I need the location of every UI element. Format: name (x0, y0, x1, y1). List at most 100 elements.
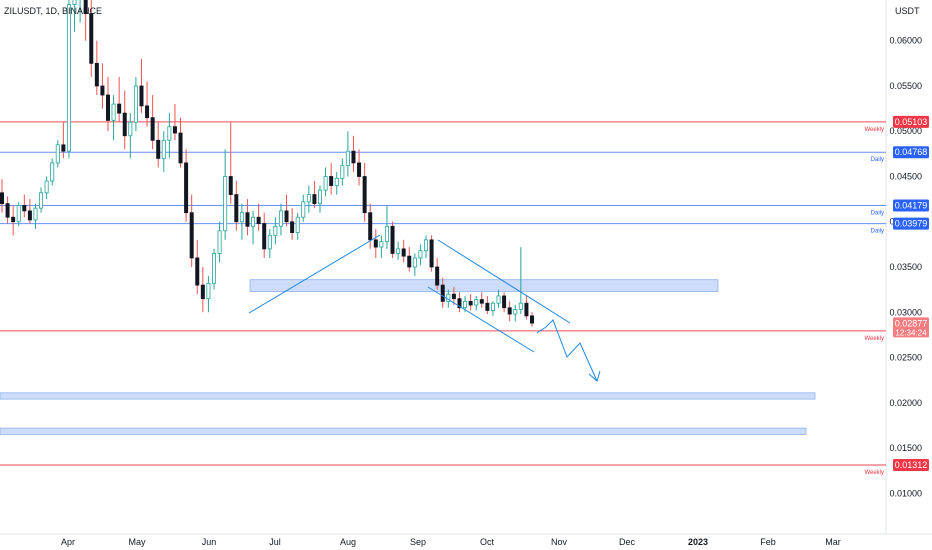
candle-body (128, 121, 133, 137)
candle-body (172, 126, 177, 134)
candle-body (139, 85, 144, 107)
badge-text: 0.05103 (895, 117, 928, 127)
candle-body (290, 221, 295, 234)
candle-body (211, 253, 216, 284)
candle (189, 194, 194, 267)
badge-bg (893, 199, 929, 212)
candle-body (16, 205, 21, 223)
candle-body (284, 210, 289, 223)
candle-body (524, 302, 529, 317)
candle-body (117, 103, 122, 114)
level-tag: Daily (871, 157, 884, 163)
level-price-badge: 0.03979 (893, 217, 929, 230)
candle-body (262, 223, 267, 250)
candle (323, 167, 328, 197)
candle (16, 201, 21, 227)
candle (223, 149, 228, 240)
candle (457, 292, 462, 313)
candle-body (390, 225, 395, 254)
candle (284, 194, 289, 227)
candle (44, 176, 49, 200)
candle-body (111, 103, 116, 121)
candle (490, 301, 495, 316)
price-tick-label: 0.02500 (889, 353, 922, 363)
support-zone (0, 427, 807, 435)
badge-text: 0.03979 (895, 219, 928, 229)
candle (106, 76, 111, 132)
trend-drawings (248, 234, 601, 382)
candle-body (518, 302, 523, 310)
level-tag: Weekly (864, 336, 884, 342)
projected-path (536, 319, 598, 382)
candle-body (61, 144, 66, 152)
candle-body (407, 255, 412, 268)
support-zone (249, 279, 719, 292)
candle (317, 185, 322, 213)
candle-body (396, 248, 401, 254)
candle (172, 104, 177, 141)
candle (518, 247, 523, 315)
candle-body (223, 176, 228, 232)
candle-body (362, 176, 367, 214)
candle (245, 199, 250, 236)
candle (195, 239, 200, 295)
price-tick-label: 0.05500 (889, 81, 922, 91)
badge-text: 0.04179 (895, 201, 928, 211)
candle-body (195, 257, 200, 286)
candle (301, 194, 306, 222)
candle (440, 277, 445, 308)
time-tick-label: Aug (340, 537, 356, 547)
candle (329, 162, 334, 195)
candle-body (234, 194, 239, 223)
candle (39, 187, 44, 213)
candle-body (55, 144, 60, 164)
candle-body (228, 176, 233, 195)
candle-body (468, 300, 473, 306)
candle (161, 131, 166, 172)
candle-body (474, 299, 479, 306)
level-price-badge: 0.05103 (893, 115, 929, 128)
candle (351, 135, 356, 172)
candle (479, 292, 484, 308)
candle-body (50, 162, 55, 182)
candle (530, 312, 535, 327)
candle-body (22, 205, 27, 212)
candle (206, 276, 211, 313)
candle (418, 244, 423, 266)
level-tag: Daily (871, 229, 884, 235)
candle (156, 122, 161, 168)
candle-body (340, 165, 345, 179)
badge-text: 0.04768 (895, 147, 928, 157)
candle-body (312, 194, 317, 205)
support-zone (0, 392, 816, 400)
candle (390, 221, 395, 258)
candle-body (435, 266, 440, 286)
level-price-badge: 0.04179 (893, 199, 929, 212)
level-price-badge: 0.01312 (893, 459, 929, 472)
level-tag: Weekly (864, 127, 884, 133)
candle (507, 301, 512, 322)
candle-body (429, 239, 434, 268)
currency-label: USDT (895, 6, 920, 16)
candle-body (306, 194, 311, 203)
candle (89, 0, 94, 77)
candle-body (106, 94, 111, 121)
candle-body (463, 300, 468, 309)
price-tick-label: 0.04500 (889, 171, 922, 181)
candle-body (167, 126, 172, 141)
time-tick-label: Nov (551, 537, 568, 547)
candle-body (513, 309, 518, 315)
current-price-text: 0.02877 (895, 318, 928, 328)
candle (379, 235, 384, 258)
candle (362, 162, 367, 222)
badge-bg (893, 115, 929, 128)
candle-body (0, 192, 4, 205)
price-axis: 0.01000 0.01500 0.02000 0.02500 0.03000 0.035… (889, 36, 929, 498)
candle (435, 257, 440, 290)
candle (217, 221, 222, 263)
candle-body (217, 230, 222, 254)
candle-body (412, 257, 417, 268)
candle (256, 203, 261, 231)
